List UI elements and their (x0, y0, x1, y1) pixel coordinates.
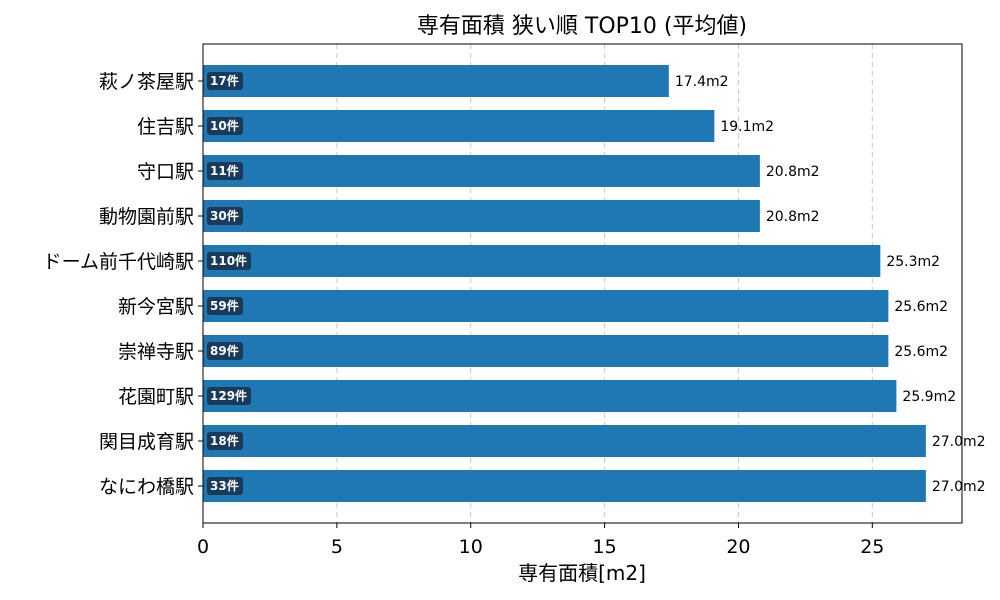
count-badge (207, 342, 243, 360)
count-badge (207, 432, 243, 450)
value-label: 19.1m2 (720, 119, 774, 135)
count-badge (207, 72, 243, 90)
value-label: 25.6m2 (894, 344, 948, 360)
count-label: 59件 (210, 298, 239, 313)
value-label: 25.3m2 (886, 254, 940, 270)
count-badge (207, 252, 251, 270)
count-label: 18件 (210, 433, 239, 448)
y-tick-label: 住吉駅 (137, 116, 194, 138)
count-badge (207, 477, 243, 495)
count-label: 110件 (210, 253, 247, 268)
bars: 17件 17.4m2 10件 19.1m2 11件 20.8m2 30件 20.8m2 110件… (203, 65, 986, 502)
plot-frame (202, 43, 963, 524)
value-label: 17.4m2 (675, 74, 729, 90)
y-tick-label: 花園町駅 (118, 386, 194, 408)
x-tick-label: 5 (331, 536, 343, 558)
bar (203, 470, 926, 502)
y-tick-label: なにわ橋駅 (99, 476, 194, 498)
y-tick-label: 守口駅 (137, 161, 194, 183)
count-label: 89件 (210, 343, 239, 358)
x-tick-label: 20 (726, 536, 750, 558)
bar (203, 245, 881, 277)
value-label: 27.0m2 (932, 434, 986, 450)
y-axis: 萩ノ茶屋駅住吉駅守口駅動物園前駅ドーム前千代崎駅新今宮駅崇禅寺駅花園町駅関目成育… (43, 71, 203, 498)
x-tick-label: 25 (860, 536, 884, 558)
count-label: 33件 (210, 478, 239, 493)
x-axis-label: 専有面積[m2] (518, 561, 646, 585)
count-badge (207, 297, 243, 315)
y-tick-label: 新今宮駅 (118, 296, 194, 318)
bar (203, 425, 926, 457)
bar (203, 200, 760, 232)
bar (203, 290, 889, 322)
value-label: 20.8m2 (766, 164, 820, 180)
count-label: 129件 (210, 388, 247, 403)
x-axis: 0 5 10 15 20 25 (197, 523, 884, 558)
y-tick-label: 崇禅寺駅 (118, 341, 194, 363)
value-label: 25.9m2 (902, 389, 956, 405)
bar (203, 110, 715, 142)
y-tick-label: ドーム前千代崎駅 (43, 251, 194, 273)
y-tick-label: 関目成育駅 (99, 431, 194, 453)
bar (203, 335, 889, 367)
count-label: 17件 (210, 73, 239, 88)
bar (203, 65, 669, 97)
y-tick-label: 萩ノ茶屋駅 (99, 71, 194, 93)
count-badge (207, 207, 243, 225)
count-label: 30件 (210, 208, 239, 223)
value-label: 20.8m2 (766, 209, 820, 225)
count-badge (207, 117, 243, 135)
bar (203, 380, 897, 412)
x-tick-label: 15 (592, 536, 616, 558)
bar (203, 155, 760, 187)
x-tick-label: 0 (197, 536, 209, 558)
y-tick-label: 動物園前駅 (99, 206, 194, 228)
count-label: 11件 (210, 163, 239, 178)
x-tick-label: 10 (459, 536, 483, 558)
count-badge (207, 162, 243, 180)
count-label: 10件 (210, 118, 239, 133)
value-label: 25.6m2 (894, 299, 948, 315)
value-label: 27.0m2 (932, 479, 986, 495)
chart-title: 専有面積 狭い順 TOP10 (平均値) (417, 14, 747, 39)
count-badge (207, 387, 251, 405)
